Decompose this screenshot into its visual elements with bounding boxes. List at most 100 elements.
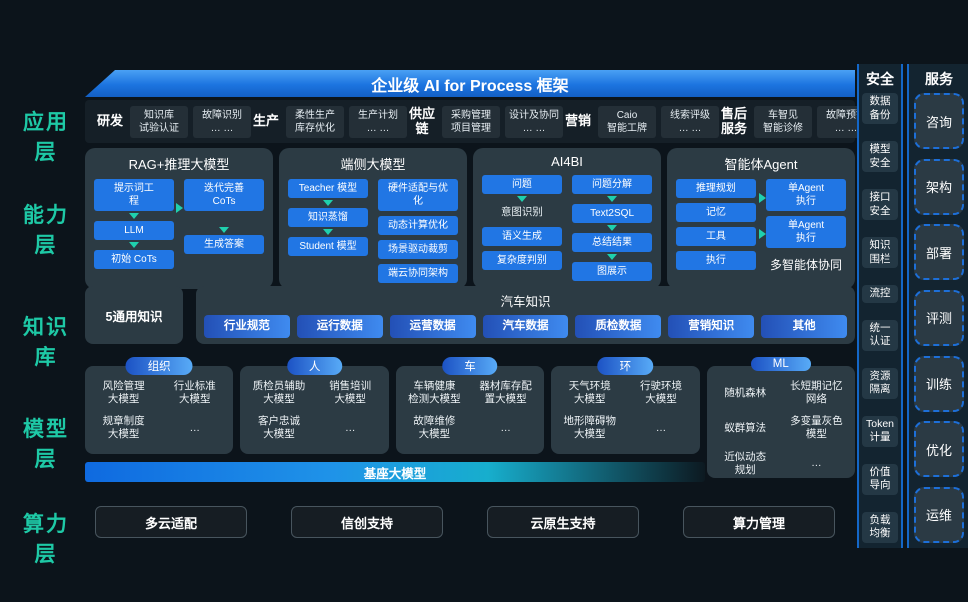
- application-layer-row: 研发 知识库 试验认证 故障识别 … … 生产 柔性生产 库存优化 生产计划 ……: [85, 100, 875, 143]
- model-item: …: [655, 421, 667, 434]
- flow-chip: 记忆: [676, 203, 756, 222]
- model-item: 行驶环境 大模型: [639, 380, 682, 406]
- security-item: 知识 围栏: [862, 237, 898, 269]
- ai4bi-right-column: 问题分解 Text2SQL 总结结果 图展示: [572, 175, 652, 281]
- model-item: …: [500, 421, 511, 434]
- service-column: 服务 咨询 架构 部署 评测 训练 优化 运维: [907, 64, 968, 548]
- app-chip: 故障识别 … …: [193, 105, 251, 138]
- auto-knowledge-box: 汽车知识 行业规范 运行数据 运营数据 汽车数据 质检数据 营销知识 其他: [196, 286, 855, 344]
- security-title: 安全: [866, 71, 894, 87]
- flow-chip: 知识蒸馏: [288, 208, 368, 227]
- app-group-label: 生产: [252, 113, 279, 129]
- security-item: 流控: [862, 285, 898, 303]
- ai4bi-box: AI4BI 问题 意图识别 语义生成 复杂度判别 问题分解 Text2SQL 总…: [473, 148, 661, 289]
- model-group-vehicle: 车 车辆健康 检测大模型 器材库存配 置大模型 故障维修 大模型 …: [395, 357, 545, 454]
- flow-chip: 提示词工 程: [94, 179, 174, 211]
- rag-right-column: 迭代完善 CoTs 生成答案: [184, 179, 264, 269]
- flow-chip: 生成答案: [184, 235, 264, 254]
- layer-label-compute: 算力层: [23, 513, 69, 566]
- flow-chip: 单Agent 执行: [766, 179, 846, 211]
- flow-chip: 推理规划: [676, 179, 756, 198]
- flow-chip: Text2SQL: [572, 204, 652, 223]
- layer-label-knowledge: 知识库: [23, 316, 69, 369]
- flow-chip: 工具: [676, 227, 756, 246]
- app-chip: 生产计划 … …: [349, 105, 407, 138]
- security-item: 负载 均衡: [862, 511, 898, 543]
- model-item: 质检员辅助 大模型: [252, 380, 306, 406]
- arrow-down-icon: [322, 200, 333, 206]
- arrow-down-icon: [607, 196, 618, 202]
- category-pill: 车: [442, 357, 498, 375]
- arrow-down-icon: [219, 227, 230, 233]
- model-item: 随机森林: [724, 386, 767, 399]
- model-item: 客户忠诚 大模型: [257, 415, 300, 441]
- security-item: 资源 隔离: [862, 367, 898, 399]
- edge-model-box: 端侧大模型 Teacher 模型 知识蒸馏 Student 模型 硬件适配与优 …: [279, 148, 467, 289]
- app-group-label: 供应链: [408, 105, 435, 136]
- flow-chip: 单Agent 执行: [766, 216, 846, 248]
- app-group-label: 研发: [96, 113, 123, 129]
- model-item: 天气环境 大模型: [568, 380, 611, 406]
- model-item: 销售培训 大模型: [329, 380, 372, 406]
- flow-chip: 问题: [482, 175, 562, 194]
- knowledge-chip: 汽车数据: [482, 315, 569, 338]
- arrow-down-icon: [516, 196, 527, 202]
- security-item: Token 计量: [862, 415, 898, 447]
- layer-label-model: 模型层: [23, 418, 69, 471]
- service-item: 部署: [914, 224, 964, 281]
- box-title: RAG+推理大模型: [128, 157, 230, 172]
- service-item: 评测: [914, 289, 964, 346]
- model-item: 故障维修 大模型: [413, 415, 456, 441]
- security-item: 统一 认证: [862, 319, 898, 351]
- service-item: 咨询: [914, 93, 964, 149]
- framework-title-banner: 企业级 AI for Process 框架: [85, 70, 855, 97]
- box-title: 端侧大模型: [340, 157, 406, 172]
- compute-cloudnative: 云原生支持: [487, 506, 639, 538]
- app-group-rnd: 研发 知识库 试验认证 故障识别 … …: [95, 105, 251, 138]
- flow-chip: Teacher 模型: [288, 179, 368, 198]
- arrow-right-icon: [759, 229, 767, 239]
- flow-chip: 硬件适配与优 化: [378, 179, 458, 211]
- knowledge-chip: 其他: [761, 315, 848, 338]
- model-item: 车辆健康 检测大模型: [408, 380, 461, 406]
- app-chip: 采购管理 项目管理: [442, 105, 500, 138]
- app-group-production: 生产 柔性生产 库存优化 生产计划 … …: [251, 105, 407, 138]
- rag-left-column: 提示词工 程 LLM 初始 CoTs: [94, 179, 174, 269]
- app-chip: 知识库 试验认证: [130, 105, 188, 138]
- auto-knowledge-title: 汽车知识: [500, 295, 551, 309]
- model-item: 风险管理 大模型: [102, 380, 145, 406]
- category-pill: ML: [750, 357, 811, 371]
- arrow-right-icon: [176, 203, 184, 213]
- edge-flow: Teacher 模型 知识蒸馏 Student 模型 硬件适配与优 化 动态计算…: [288, 179, 458, 283]
- framework-title: 企业级 AI for Process 框架: [371, 77, 569, 95]
- flow-chip: 图展示: [572, 262, 652, 281]
- knowledge-chip: 营销知识: [668, 315, 755, 338]
- service-item: 运维: [914, 486, 964, 543]
- arrow-down-icon: [607, 254, 618, 260]
- flow-chip: 端云协同架构: [378, 264, 458, 283]
- flow-chip: 语义生成: [482, 227, 562, 246]
- compute-multicloud: 多云适配: [95, 506, 247, 538]
- agent-left-column: 推理规划 记忆 工具 执行: [676, 179, 756, 273]
- flow-chip: 迭代完善 CoTs: [184, 179, 264, 211]
- flow-chip: 问题分解: [572, 175, 652, 194]
- app-chip: 车智见 智能诊修: [754, 105, 812, 138]
- security-item: 接口 安全: [862, 189, 898, 221]
- auto-knowledge-chips: 行业规范 运行数据 运营数据 汽车数据 质检数据 营销知识 其他: [204, 315, 848, 338]
- capability-layer-row: RAG+推理大模型 提示词工 程 LLM 初始 CoTs 迭代完善 CoTs 生…: [85, 148, 855, 289]
- agent-right-column: 单Agent 执行 单Agent 执行 多智能体协同: [766, 179, 846, 273]
- flow-chip: 复杂度判别: [482, 251, 562, 270]
- model-item: …: [811, 457, 822, 470]
- service-title: 服务: [925, 71, 953, 87]
- box-title: AI4BI: [551, 154, 583, 169]
- rag-reasoning-box: RAG+推理大模型 提示词工 程 LLM 初始 CoTs 迭代完善 CoTs 生…: [85, 148, 273, 289]
- app-chip: 设计及协同 … …: [505, 105, 563, 138]
- model-item: …: [189, 421, 201, 434]
- model-item: 多变量灰色 模型: [790, 415, 843, 441]
- ai4bi-flow: 问题 意图识别 语义生成 复杂度判别 问题分解 Text2SQL 总结结果 图展…: [482, 175, 652, 281]
- model-layer-row: 组织 风险管理 大模型 行业标准 大模型 规章制度 大模型 … 人 质检员辅助 …: [85, 357, 855, 478]
- compute-xinchuang: 信创支持: [291, 506, 443, 538]
- security-item: 数据 备份: [862, 93, 898, 125]
- ai4bi-left-column: 问题 意图识别 语义生成 复杂度判别: [482, 175, 562, 281]
